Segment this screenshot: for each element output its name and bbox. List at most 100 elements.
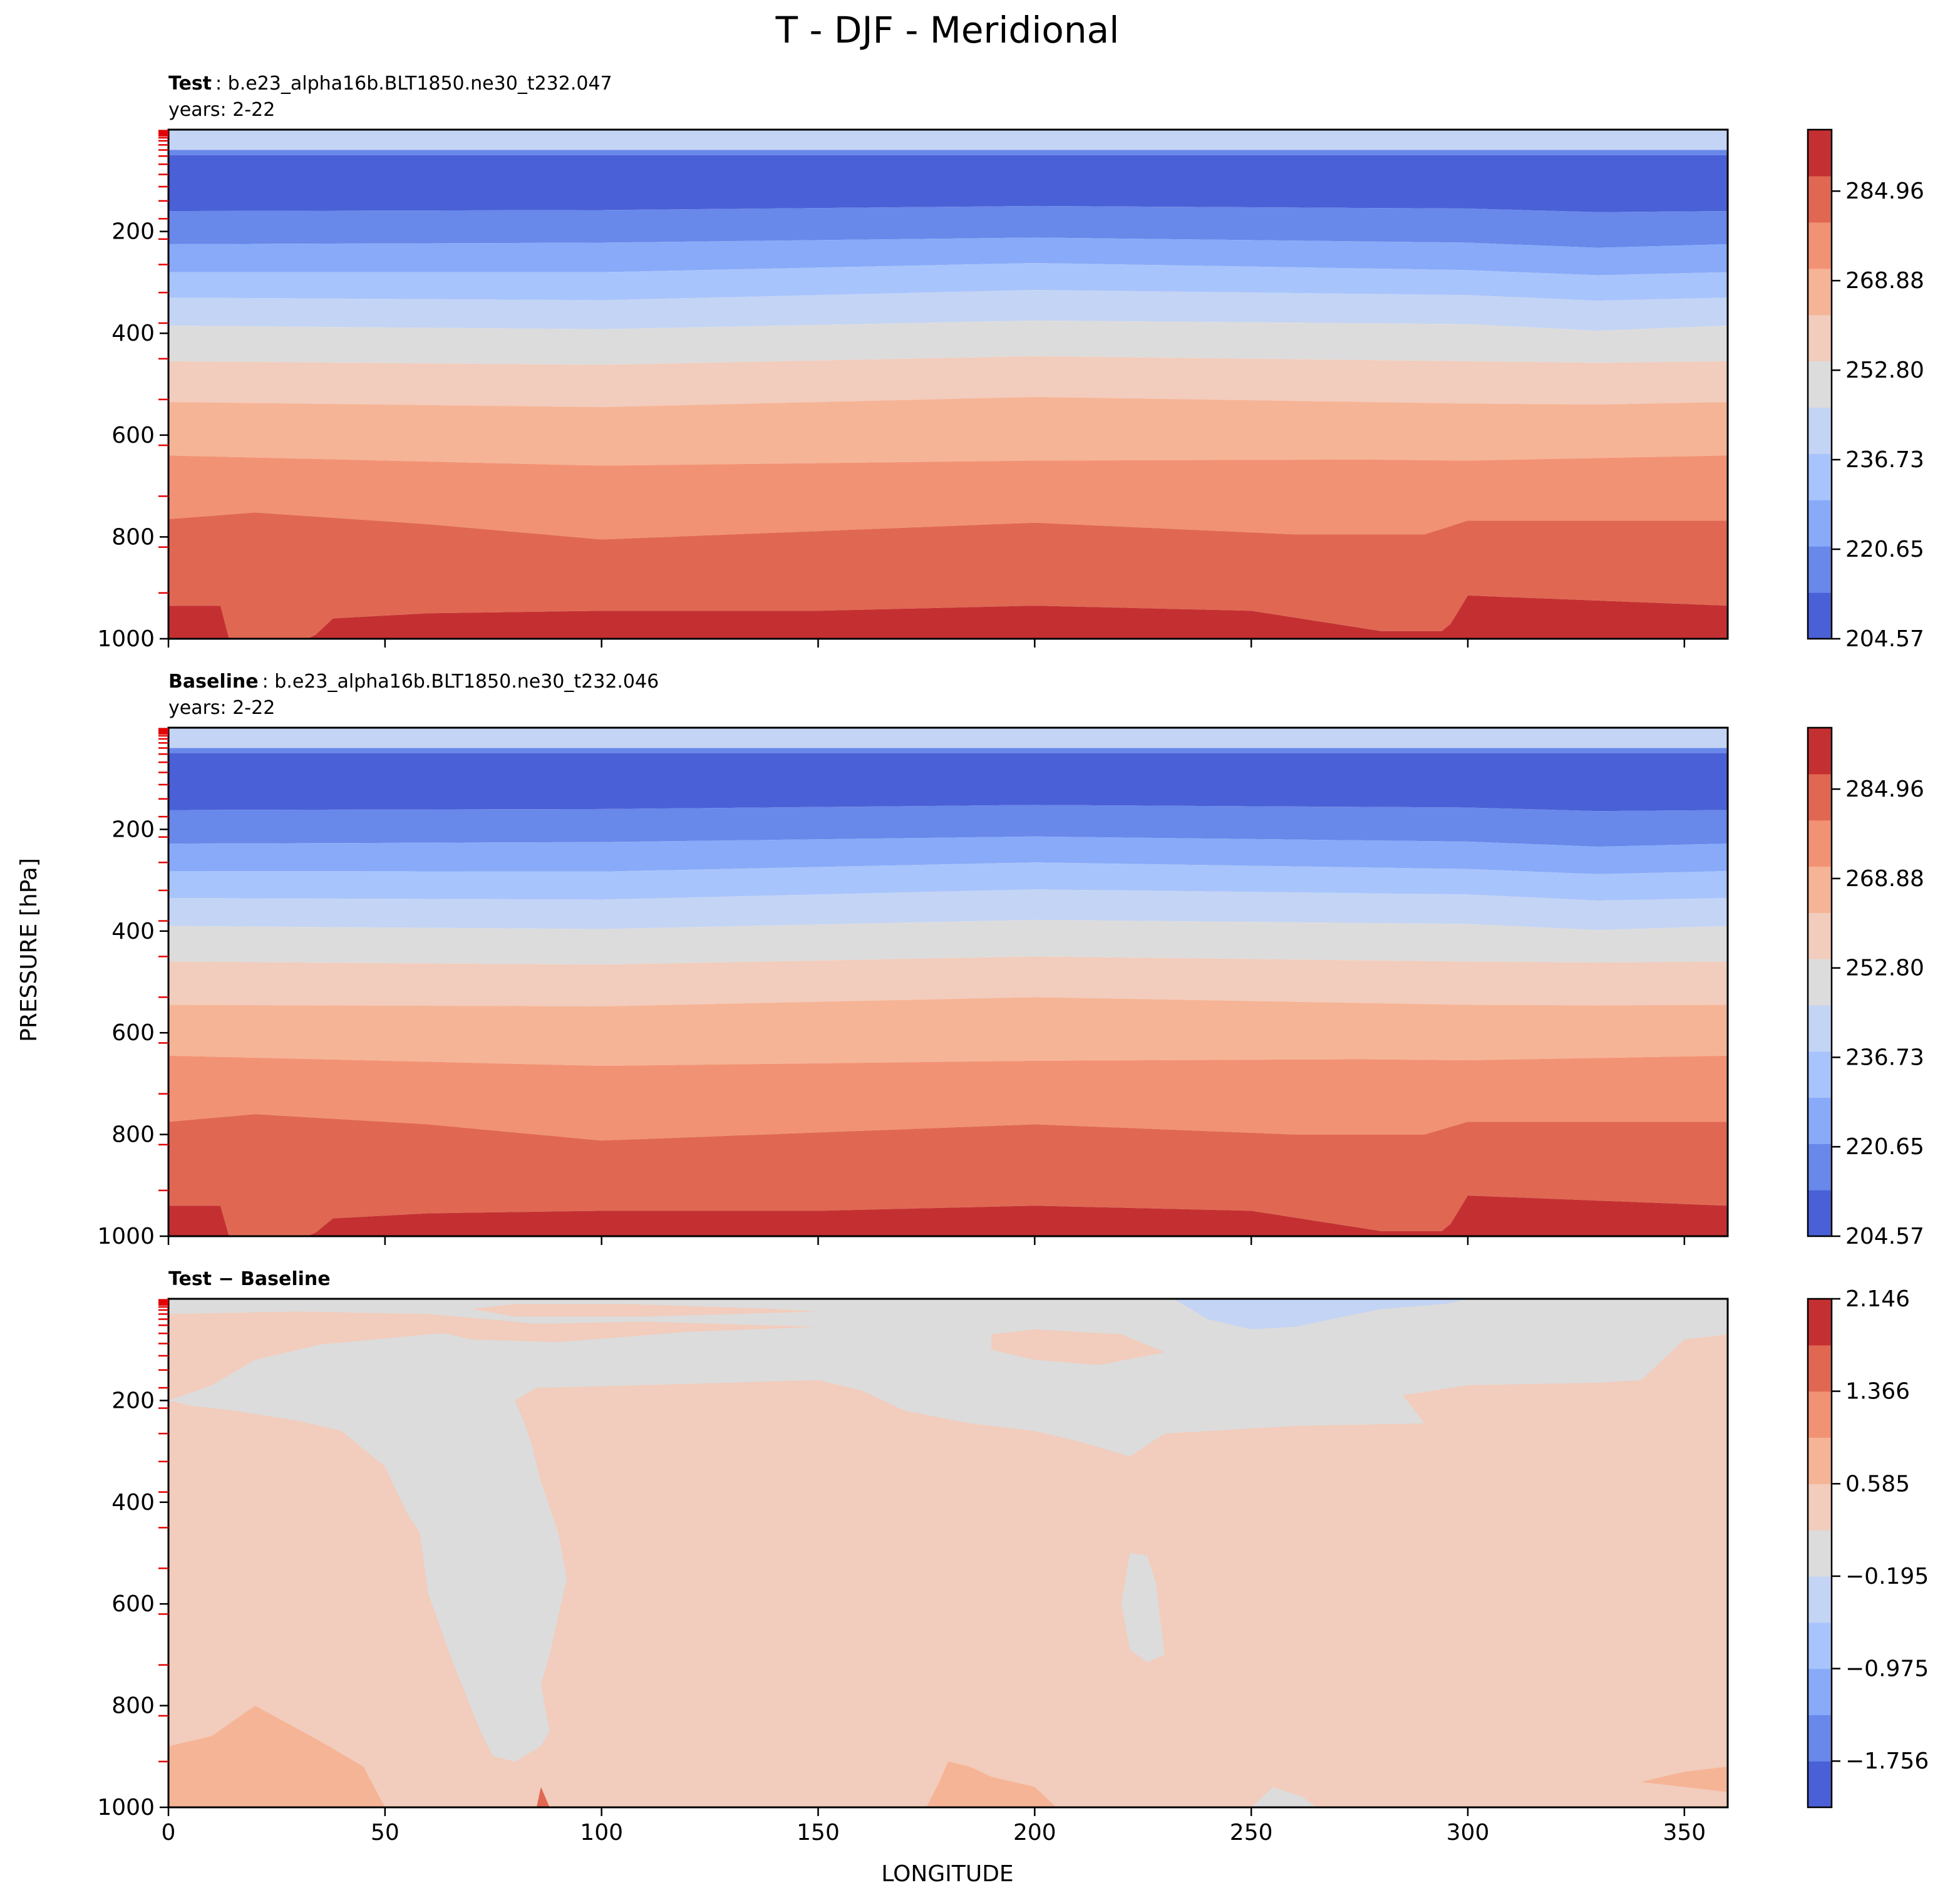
x-tick-label: 0 (162, 1820, 176, 1846)
y-tick-label: 200 (111, 1388, 155, 1413)
x-tick-label: 350 (1663, 1820, 1706, 1846)
contour-band (168, 512, 1728, 639)
contour-region (168, 1311, 559, 1401)
y-tick-label: 1000 (97, 1795, 155, 1820)
contour-region (1641, 1767, 1728, 1792)
contour-band (168, 455, 1728, 540)
contour-band (168, 356, 1728, 408)
panel-label-case-name: : b.e23_alpha16b.BLT1850.ne30_t232.047 (215, 73, 612, 95)
colorbar-segment (1808, 1391, 1832, 1438)
contour-band (168, 805, 1728, 847)
colorbar-segment (1808, 314, 1832, 362)
colorbar-tick-label: 284.96 (1845, 777, 1924, 802)
y-tick-label: 400 (111, 1490, 155, 1515)
x-tick-label: 200 (1013, 1820, 1056, 1846)
colorbar-tick-label: 220.65 (1845, 1134, 1924, 1160)
contour-region (168, 1705, 385, 1807)
colorbar-segment (1808, 1144, 1832, 1190)
colorbar-segment (1808, 912, 1832, 959)
colorbar-segment (1808, 546, 1832, 593)
panel-label: Test − Baseline (168, 1268, 331, 1290)
panel-2: 200 400 600 800 1000 Baseline: b.e23_alpha16b… (97, 671, 1924, 1249)
contour-band (168, 396, 1728, 466)
x-tick-label: 150 (797, 1820, 840, 1846)
contour-band (168, 263, 1728, 301)
x-axis-label: LONGITUDE (881, 1861, 1013, 1887)
contour-band (168, 862, 1728, 901)
contour-band (168, 1055, 1728, 1141)
colorbar-segment (1808, 1299, 1832, 1346)
colorbar-segment (1808, 1004, 1832, 1052)
colorbar-segment (1808, 773, 1832, 821)
contour-field (168, 130, 1728, 639)
panel-years: years: 2-22 (168, 99, 275, 121)
colorbar-segment (1808, 1437, 1832, 1484)
colorbar-segment (1808, 1622, 1832, 1670)
plot-frame (167, 726, 1729, 1237)
contour-region (926, 1761, 1056, 1807)
colorbar-segment (1808, 866, 1832, 913)
y-tick-label: 600 (111, 1591, 155, 1617)
colorbar-tick-label: 204.57 (1845, 626, 1924, 652)
contour-region (991, 1329, 1165, 1365)
colorbar-segment (1808, 1668, 1832, 1715)
colorbar-tick-label: 268.88 (1845, 268, 1924, 294)
contour-band (168, 748, 1728, 753)
colorbar-segment (1808, 1715, 1832, 1762)
colorbar-tick-label: 204.57 (1845, 1224, 1924, 1249)
colorbar-segment (1808, 407, 1832, 454)
contour-band (168, 997, 1728, 1066)
contour-band (168, 150, 1728, 155)
contour-region (1121, 1553, 1165, 1663)
colorbar-segment (1808, 453, 1832, 500)
colorbar-segment (1808, 130, 1832, 177)
colorbar-segment (1808, 1761, 1832, 1808)
contour-band (168, 836, 1728, 874)
colorbar-segment (1808, 1484, 1832, 1531)
colorbar-frame (1807, 726, 1833, 1237)
contour-band (168, 595, 1728, 639)
y-tick-label: 1000 (97, 1224, 155, 1249)
contour-band (168, 320, 1728, 365)
contour-region (168, 1299, 1728, 1762)
colorbar-segment (1808, 728, 1832, 775)
y-tick-label: 600 (111, 423, 155, 448)
colorbar-segment (1808, 592, 1832, 639)
panel-3: 200 400 600 800 1000 0 50 100 150 200 250 300 350 Tes… (97, 1268, 1929, 1846)
contour-region (1173, 1299, 1468, 1329)
contour-region (428, 1321, 818, 1342)
colorbar-tick-label: 284.96 (1845, 178, 1924, 204)
y-axis-label: PRESSURE [hPa] (16, 858, 42, 1042)
colorbar-segment (1808, 959, 1832, 1006)
panel-years: years: 2-22 (168, 697, 275, 719)
colorbar: 204.57 220.65 236.73 252.80 268.88 284.96 (1807, 726, 1924, 1249)
contour-band (168, 753, 1728, 812)
colorbar-tick-label: −0.975 (1845, 1656, 1929, 1681)
panel-label: Test: b.e23_alpha16b.BLT1850.ne30_t232.0… (168, 73, 612, 95)
colorbar-tick-label: 268.88 (1845, 866, 1924, 892)
x-tick-label: 300 (1447, 1820, 1490, 1846)
plot-frame (167, 1298, 1729, 1809)
colorbar-segment (1808, 361, 1832, 408)
contour-band (168, 155, 1728, 212)
x-tick-label: 50 (371, 1820, 400, 1846)
colorbar-tick-label: 252.80 (1845, 956, 1924, 981)
colorbar-segment (1808, 1051, 1832, 1098)
y-tick-label: 600 (111, 1020, 155, 1046)
y-tick-label: 200 (111, 219, 155, 245)
colorbar-tick-label: 252.80 (1845, 358, 1924, 383)
colorbar-tick-label: 1.366 (1845, 1379, 1910, 1405)
colorbar-tick-label: −0.195 (1845, 1564, 1929, 1589)
contour-band (168, 889, 1728, 931)
y-tick-label: 200 (111, 817, 155, 842)
x-tick-label: 250 (1230, 1820, 1273, 1846)
contour-band (168, 205, 1728, 248)
colorbar-segment (1808, 1530, 1832, 1577)
plot-frame (167, 128, 1729, 640)
y-tick-label: 800 (111, 524, 155, 550)
colorbar-segment (1808, 1097, 1832, 1144)
contour-region (472, 1304, 818, 1317)
contour-field (168, 728, 1728, 1236)
colorbar-tick-label: 236.73 (1845, 447, 1924, 473)
